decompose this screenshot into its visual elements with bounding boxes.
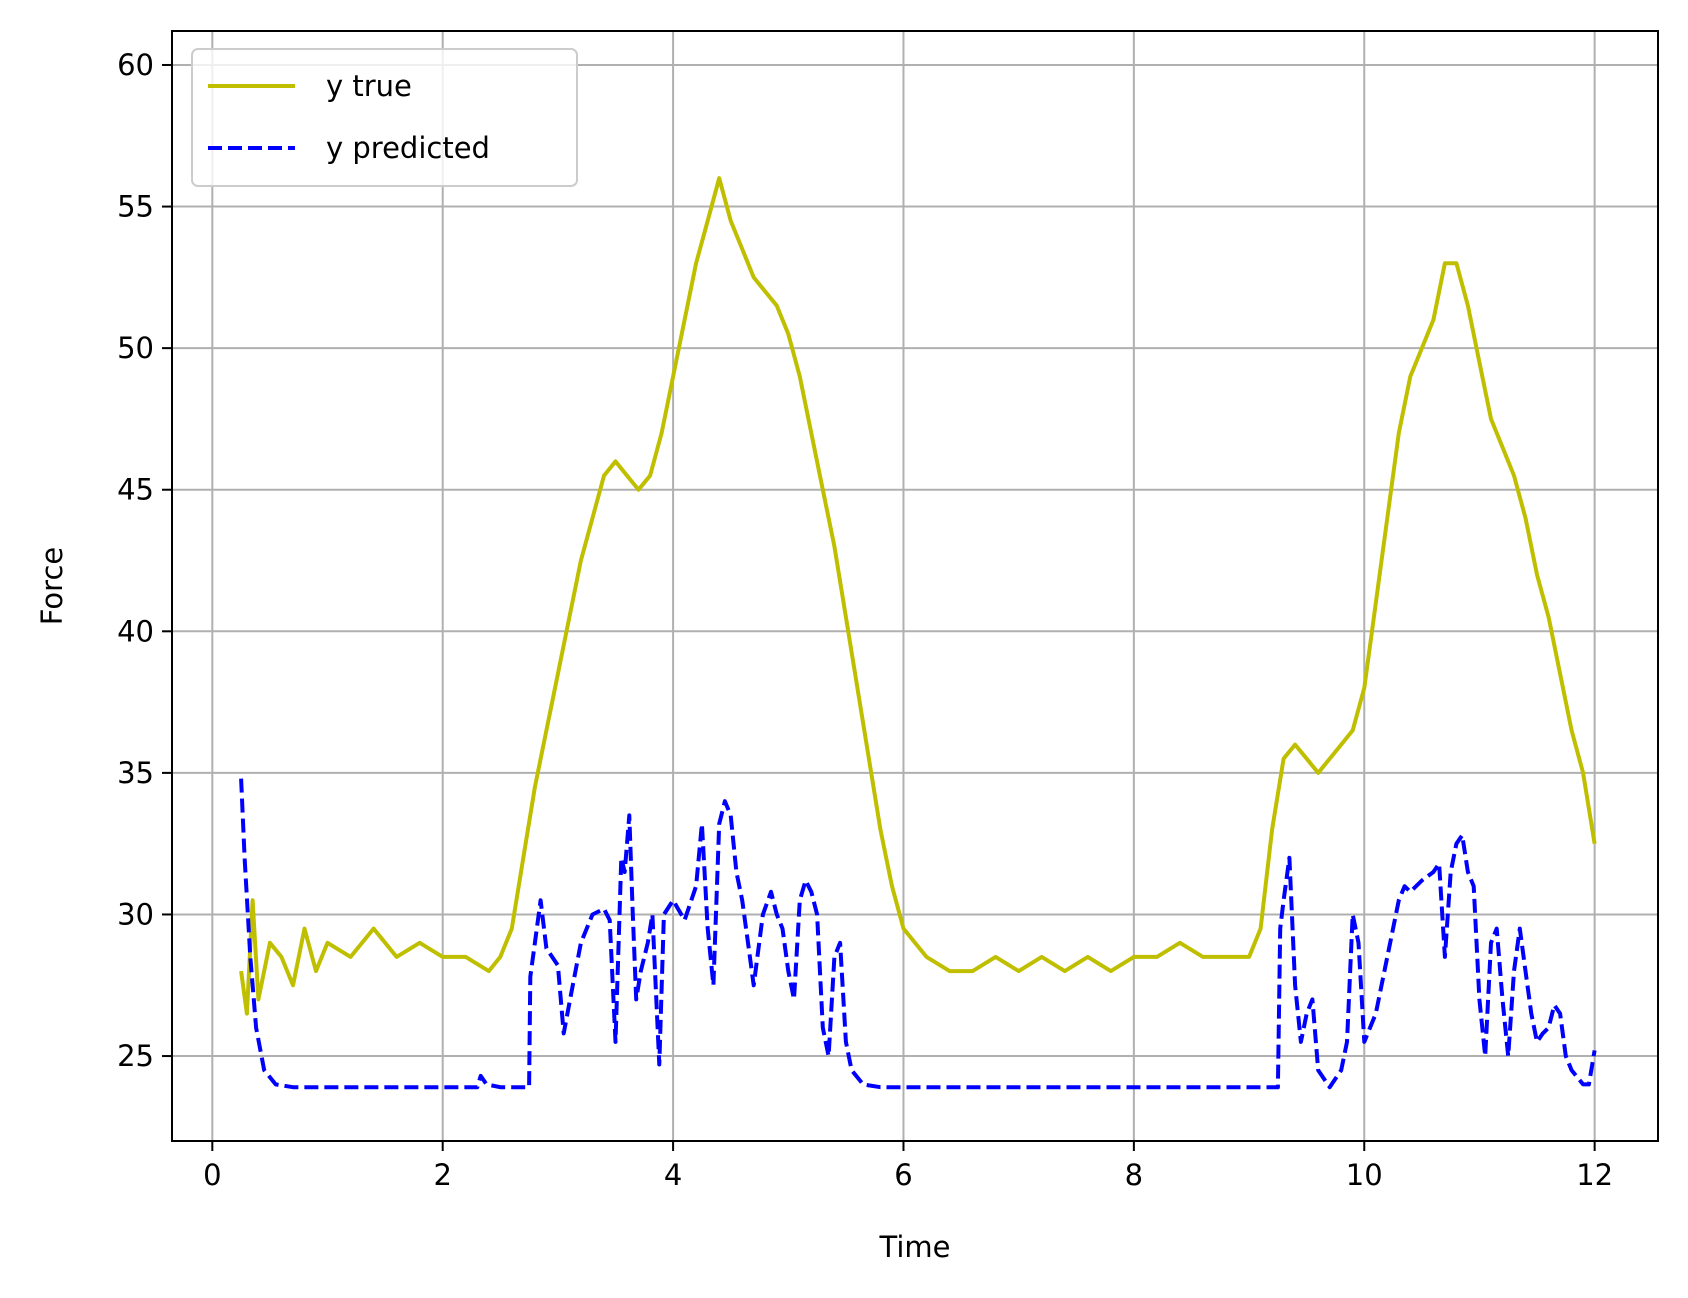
y-tick-label: 55 <box>117 190 154 224</box>
y-tick-label: 30 <box>117 897 154 931</box>
y-axis-ticks: 25 30 35 40 45 50 55 60 <box>117 48 172 1073</box>
y-tick-label: 35 <box>117 756 154 790</box>
legend-label-y-true: y true <box>326 69 412 103</box>
legend-box <box>191 48 578 187</box>
plot-area-frame <box>171 30 1659 1142</box>
x-tick-label: 2 <box>433 1158 451 1192</box>
legend: y true y predicted <box>191 48 578 187</box>
x-tick-label: 10 <box>1346 1158 1383 1192</box>
legend-label-y-predicted: y predicted <box>326 131 490 165</box>
y-tick-label: 40 <box>117 614 154 648</box>
series-line-y-true <box>239 176 1597 1016</box>
y-tick-label: 50 <box>117 331 154 365</box>
x-axis-ticks: 0 2 4 6 8 10 12 <box>203 1141 1613 1192</box>
x-axis-label: Time <box>879 1230 951 1264</box>
series-line-y-predicted <box>239 778 1597 1090</box>
x-tick-label: 4 <box>664 1158 682 1192</box>
y-axis-label: Force <box>35 547 69 625</box>
x-tick-label: 0 <box>203 1158 221 1192</box>
x-tick-label: 6 <box>894 1158 912 1192</box>
x-tick-label: 12 <box>1576 1158 1613 1192</box>
y-tick-label: 45 <box>117 473 154 507</box>
x-tick-label: 8 <box>1125 1158 1143 1192</box>
y-tick-label: 25 <box>117 1039 154 1073</box>
y-tick-label: 60 <box>117 48 154 82</box>
series-lines <box>239 176 1597 1090</box>
grid-lines <box>172 31 1658 1141</box>
